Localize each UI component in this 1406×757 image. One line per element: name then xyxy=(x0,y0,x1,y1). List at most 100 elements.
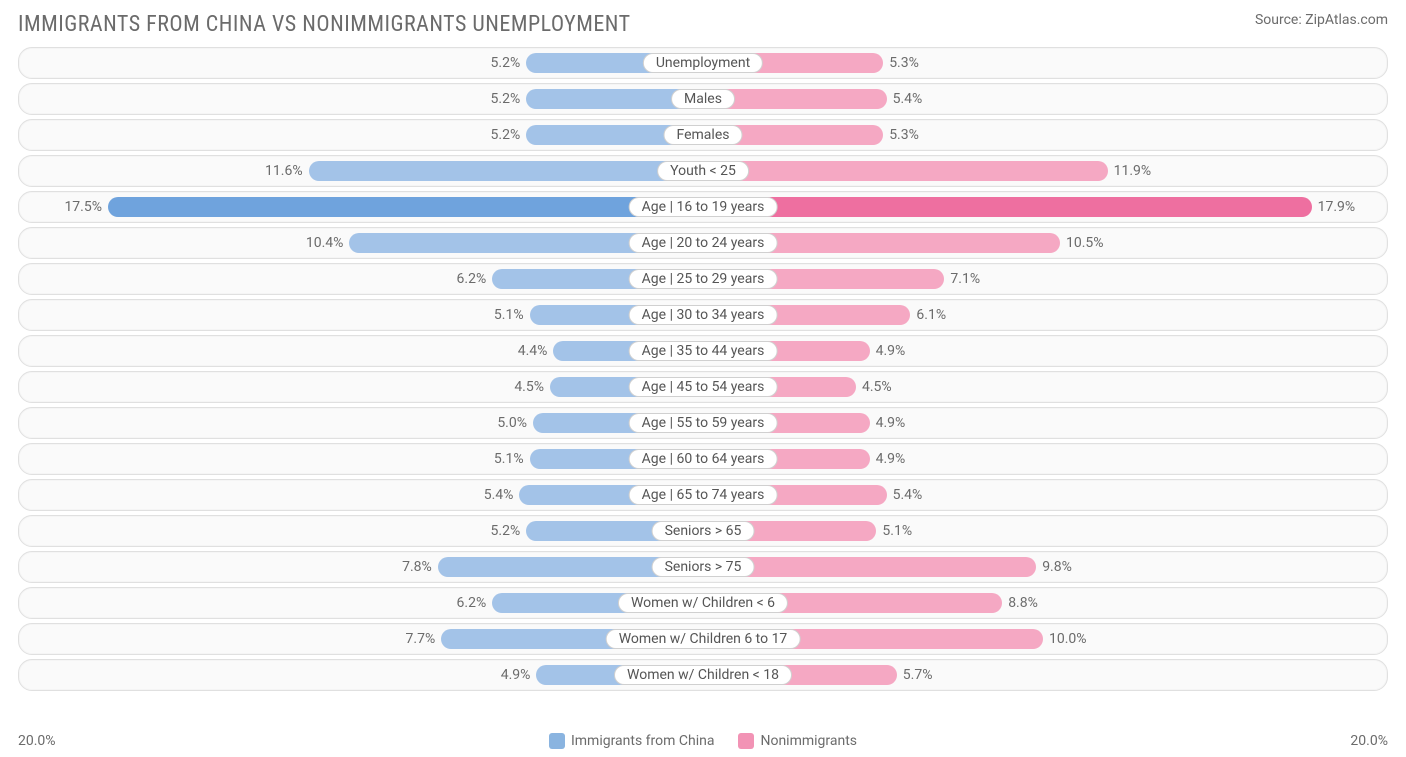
legend-label-right: Nonimmigrants xyxy=(760,733,857,749)
right-value-label: 4.9% xyxy=(870,451,912,467)
left-value-label: 5.4% xyxy=(478,487,520,503)
source-prefix: Source: xyxy=(1255,12,1305,28)
category-label: Seniors > 65 xyxy=(652,521,755,541)
row-inner: 6.2%7.1%Age | 25 to 29 years xyxy=(23,267,1383,291)
chart-row: 5.4% 5.4% Age | 65 to 74 years xyxy=(18,479,1388,511)
right-value-label: 5.4% xyxy=(887,487,929,503)
right-half: 10.0% xyxy=(703,627,1383,651)
category-label: Unemployment xyxy=(643,53,763,73)
left-half: 5.4% xyxy=(23,483,703,507)
category-label: Age | 60 to 64 years xyxy=(629,449,778,469)
left-half: 7.7% xyxy=(23,627,703,651)
right-bar xyxy=(703,197,1312,217)
category-label: Age | 16 to 19 years xyxy=(629,197,778,217)
left-value-label: 4.9% xyxy=(495,667,537,683)
category-label: Females xyxy=(664,125,743,145)
chart-row: 6.2%7.1%Age | 25 to 29 years xyxy=(18,263,1388,295)
right-value-label: 5.1% xyxy=(876,523,918,539)
left-half: 7.8% xyxy=(23,555,703,579)
category-label: Age | 25 to 29 years xyxy=(629,269,778,289)
legend-swatch-left xyxy=(549,733,565,749)
category-label: Age | 35 to 44 years xyxy=(629,341,778,361)
chart-row: 17.5%17.9%Age | 16 to 19 years xyxy=(18,191,1388,223)
right-half: 4.5% xyxy=(703,375,1383,399)
left-bar xyxy=(309,161,703,181)
left-half: 17.5% xyxy=(23,195,703,219)
chart-row: 4.4% 4.9% Age | 35 to 44 years xyxy=(18,335,1388,367)
right-value-label: 5.7% xyxy=(897,667,939,683)
right-bar xyxy=(703,161,1108,181)
left-value-label: 6.2% xyxy=(451,595,493,611)
right-half: 10.5% xyxy=(703,231,1383,255)
row-inner: 5.4% 5.4% Age | 65 to 74 years xyxy=(23,483,1383,507)
category-label: Age | 65 to 74 years xyxy=(629,485,778,505)
left-half: 5.1% xyxy=(23,303,703,327)
right-half: 6.1% xyxy=(703,303,1383,327)
right-value-label: 6.1% xyxy=(910,307,952,323)
chart-row: 4.9% 5.7% Women w/ Children < 18 xyxy=(18,659,1388,691)
row-inner: 5.1%6.1%Age | 30 to 34 years xyxy=(23,303,1383,327)
chart-row: 5.2% 5.4%Males xyxy=(18,83,1388,115)
category-label: Women w/ Children < 18 xyxy=(614,665,792,685)
right-half: 5.4% xyxy=(703,87,1383,111)
row-inner: 17.5%17.9%Age | 16 to 19 years xyxy=(23,195,1383,219)
right-half: 5.3% xyxy=(703,123,1383,147)
left-value-label: 5.1% xyxy=(488,307,530,323)
right-half: 11.9% xyxy=(703,159,1383,183)
chart-title: IMMIGRANTS FROM CHINA VS NONIMMIGRANTS U… xyxy=(18,12,631,37)
right-half: 7.1% xyxy=(703,267,1383,291)
right-half: 4.9% xyxy=(703,411,1383,435)
left-value-label: 5.2% xyxy=(485,91,527,107)
category-label: Males xyxy=(671,89,735,109)
left-half: 4.9% xyxy=(23,663,703,687)
category-label: Women w/ Children < 6 xyxy=(618,593,788,613)
left-value-label: 5.1% xyxy=(488,451,530,467)
row-inner: 7.7%10.0%Women w/ Children 6 to 17 xyxy=(23,627,1383,651)
legend-item-right: Nonimmigrants xyxy=(738,733,857,749)
chart-row: 5.2% 5.1% Seniors > 65 xyxy=(18,515,1388,547)
left-value-label: 5.0% xyxy=(491,415,533,431)
left-half: 5.2% xyxy=(23,519,703,543)
chart-row: 5.1% 4.9% Age | 60 to 64 years xyxy=(18,443,1388,475)
category-label: Age | 20 to 24 years xyxy=(629,233,778,253)
row-inner: 5.2% 5.1% Seniors > 65 xyxy=(23,519,1383,543)
chart-row: 4.5%4.5%Age | 45 to 54 years xyxy=(18,371,1388,403)
right-half: 5.7% xyxy=(703,663,1383,687)
category-label: Age | 55 to 59 years xyxy=(629,413,778,433)
row-inner: 4.4% 4.9% Age | 35 to 44 years xyxy=(23,339,1383,363)
chart-row: 7.8% 9.8%Seniors > 75 xyxy=(18,551,1388,583)
legend-swatch-right xyxy=(738,733,754,749)
left-value-label: 7.8% xyxy=(396,559,438,575)
right-value-label: 11.9% xyxy=(1108,163,1158,179)
chart-container: IMMIGRANTS FROM CHINA VS NONIMMIGRANTS U… xyxy=(0,0,1406,757)
chart-row: 5.0% 4.9%Age | 55 to 59 years xyxy=(18,407,1388,439)
chart-row: 5.2%5.3%Females xyxy=(18,119,1388,151)
left-value-label: 4.4% xyxy=(512,343,554,359)
chart-footer: 20.0% Immigrants from China Nonimmigrant… xyxy=(18,733,1388,749)
right-value-label: 10.0% xyxy=(1043,631,1093,647)
row-inner: 5.1% 4.9% Age | 60 to 64 years xyxy=(23,447,1383,471)
left-value-label: 11.6% xyxy=(259,163,309,179)
category-label: Seniors > 75 xyxy=(652,557,755,577)
source-attribution: Source: ZipAtlas.com xyxy=(1255,12,1388,28)
left-bar xyxy=(108,197,703,217)
row-inner: 5.2%5.3%Unemployment xyxy=(23,51,1383,75)
row-inner: 11.6%11.9%Youth < 25 xyxy=(23,159,1383,183)
right-value-label: 5.3% xyxy=(883,55,925,71)
right-half: 4.9% xyxy=(703,447,1383,471)
axis-max-left: 20.0% xyxy=(18,733,56,749)
axis-max-right: 20.0% xyxy=(1350,733,1388,749)
chart-row: 5.2%5.3%Unemployment xyxy=(18,47,1388,79)
right-half: 9.8% xyxy=(703,555,1383,579)
left-half: 11.6% xyxy=(23,159,703,183)
right-value-label: 4.9% xyxy=(870,343,912,359)
right-value-label: 10.5% xyxy=(1060,235,1110,251)
left-half: 5.2% xyxy=(23,87,703,111)
left-half: 4.5% xyxy=(23,375,703,399)
source-link[interactable]: ZipAtlas.com xyxy=(1305,12,1388,28)
left-half: 6.2% xyxy=(23,591,703,615)
right-half: 5.3% xyxy=(703,51,1383,75)
right-half: 5.1% xyxy=(703,519,1383,543)
left-half: 6.2% xyxy=(23,267,703,291)
header: IMMIGRANTS FROM CHINA VS NONIMMIGRANTS U… xyxy=(18,12,1388,37)
